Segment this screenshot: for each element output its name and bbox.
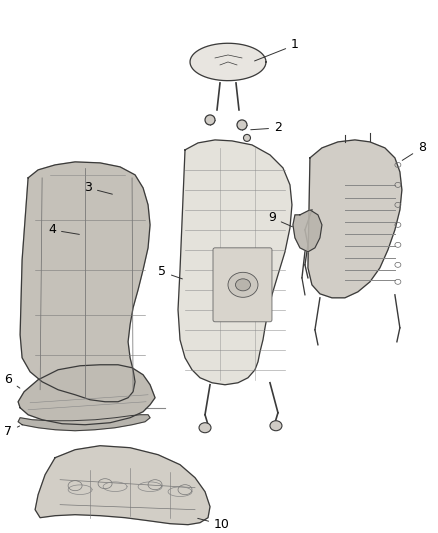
Polygon shape xyxy=(190,43,266,80)
Polygon shape xyxy=(178,140,292,385)
Polygon shape xyxy=(308,140,402,298)
Text: 4: 4 xyxy=(48,223,79,236)
Circle shape xyxy=(237,120,247,130)
Ellipse shape xyxy=(270,421,282,431)
Polygon shape xyxy=(293,210,322,252)
Text: 1: 1 xyxy=(254,38,299,61)
Text: 6: 6 xyxy=(4,373,20,388)
Polygon shape xyxy=(20,162,150,402)
Polygon shape xyxy=(18,365,155,425)
Polygon shape xyxy=(35,446,210,524)
Ellipse shape xyxy=(236,279,251,291)
Text: 5: 5 xyxy=(158,265,182,279)
Text: 2: 2 xyxy=(251,122,282,134)
Text: 3: 3 xyxy=(84,181,113,195)
Text: 9: 9 xyxy=(268,212,293,227)
Circle shape xyxy=(205,115,215,125)
Polygon shape xyxy=(18,415,150,431)
Text: 10: 10 xyxy=(198,518,230,531)
Text: 8: 8 xyxy=(402,141,426,160)
Text: 7: 7 xyxy=(4,425,20,438)
Ellipse shape xyxy=(199,423,211,433)
Circle shape xyxy=(244,134,251,141)
Ellipse shape xyxy=(228,272,258,297)
FancyBboxPatch shape xyxy=(213,248,272,322)
